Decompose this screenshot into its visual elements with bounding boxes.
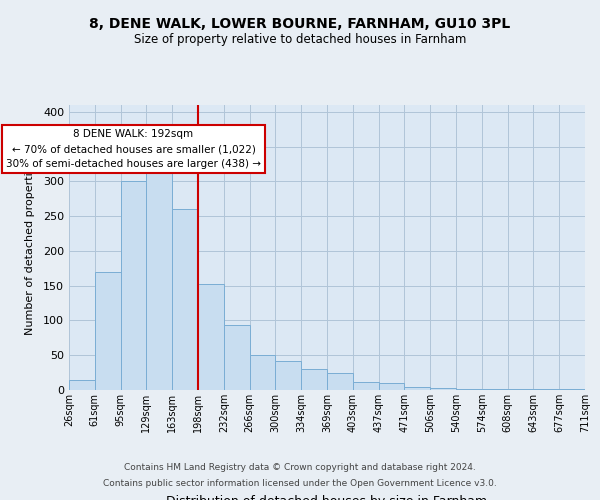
Bar [146,162,172,390]
Bar [275,361,301,390]
Bar [404,386,430,390]
Text: 8 DENE WALK: 192sqm
← 70% of detached houses are smaller (1,022)
30% of semi-det: 8 DENE WALK: 192sqm ← 70% of detached ho… [6,130,261,169]
Bar [198,284,224,390]
Bar [301,369,327,390]
X-axis label: Distribution of detached houses by size in Farnham: Distribution of detached houses by size … [166,494,488,500]
Bar [250,355,275,390]
Text: Contains HM Land Registry data © Crown copyright and database right 2024.: Contains HM Land Registry data © Crown c… [124,464,476,472]
Bar [456,388,482,390]
Bar [95,272,121,390]
Bar [224,326,250,390]
Bar [430,388,456,390]
Bar [379,383,404,390]
Text: Size of property relative to detached houses in Farnham: Size of property relative to detached ho… [134,32,466,46]
Bar [353,382,379,390]
Bar [69,380,95,390]
Y-axis label: Number of detached properties: Number of detached properties [25,160,35,335]
Text: 8, DENE WALK, LOWER BOURNE, FARNHAM, GU10 3PL: 8, DENE WALK, LOWER BOURNE, FARNHAM, GU1… [89,18,511,32]
Text: Contains public sector information licensed under the Open Government Licence v3: Contains public sector information licen… [103,478,497,488]
Bar [172,210,198,390]
Bar [121,182,146,390]
Bar [327,374,353,390]
